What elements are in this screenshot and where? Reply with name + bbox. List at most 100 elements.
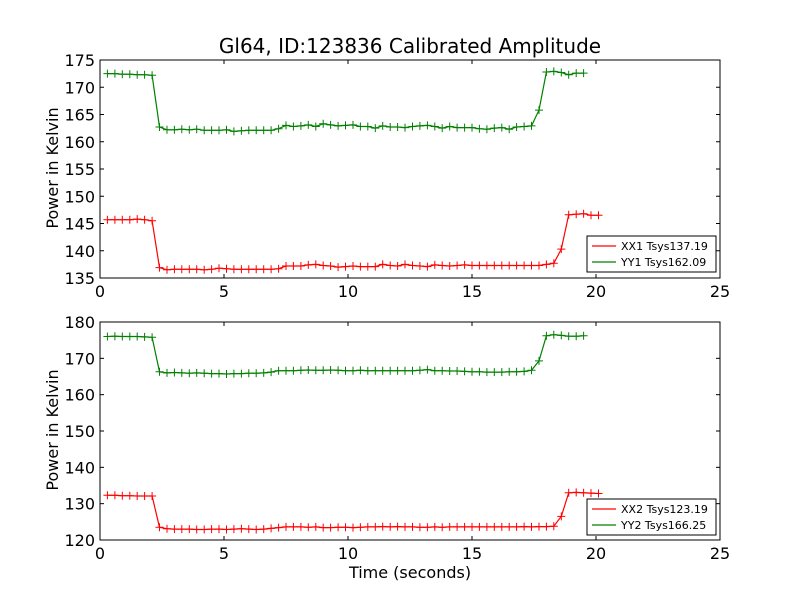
bottom-point-yy2-54 — [505, 367, 514, 376]
top-point-xx1-60 — [549, 259, 558, 268]
bottom-x-tick-label-3: 15 — [462, 544, 482, 563]
top-point-yy1-40 — [401, 123, 409, 132]
top-point-xx1-6 — [148, 216, 157, 225]
top-y-tick-label-8: 175 — [64, 51, 95, 70]
top-point-xx1-31 — [334, 263, 343, 272]
bottom-point-yy2-34 — [356, 366, 365, 375]
bottom-point-yy2-39 — [393, 366, 402, 375]
top-point-xx1-9 — [170, 265, 179, 274]
bottom-point-yy2-21 — [259, 368, 268, 377]
top-point-yy1-46 — [445, 122, 454, 131]
top-point-yy1-7 — [155, 123, 164, 131]
top-y-tick-label-6: 165 — [64, 106, 95, 125]
bottom-point-yy2-20 — [252, 369, 261, 378]
top-point-yy1-34 — [356, 122, 365, 131]
bottom-point-yy2-27 — [304, 366, 313, 374]
top-point-xx1-11 — [185, 265, 194, 274]
bottom-x-tick-label-5: 25 — [710, 544, 730, 563]
top-y-tick-label-5: 160 — [64, 133, 95, 152]
top-point-yy1-38 — [386, 123, 395, 131]
top-point-xx1-65 — [587, 211, 595, 220]
bottom-point-yy2-22 — [267, 368, 276, 377]
top-point-xx1-63 — [572, 210, 581, 219]
top-point-xx1-35 — [363, 262, 372, 271]
top-y-tick-label-7: 170 — [64, 78, 95, 97]
top-point-yy1-4 — [133, 70, 142, 79]
bottom-point-yy2-52 — [490, 368, 499, 377]
top-point-xx1-3 — [125, 215, 134, 224]
top-point-xx1-15 — [215, 264, 223, 273]
bottom-point-yy2-37 — [378, 366, 387, 375]
bottom-point-xx2-65 — [587, 489, 595, 498]
bottom-point-xx2-62 — [564, 488, 573, 497]
top-point-yy1-49 — [468, 123, 476, 132]
bottom-point-yy2-8 — [163, 368, 171, 377]
top-point-xx1-7 — [155, 263, 164, 272]
bottom-point-yy2-32 — [341, 366, 350, 375]
top-point-xx1-8 — [163, 265, 171, 274]
top-point-yy1-61 — [557, 68, 566, 77]
top-point-yy1-2 — [118, 70, 127, 79]
top-point-yy1-14 — [207, 126, 216, 135]
bottom-point-xx2-39 — [393, 522, 402, 531]
top-point-xx1-26 — [296, 262, 305, 270]
top-subplot: Power in Kelvin 0 5 10 15 20 25 135 140 145 150 15… — [43, 51, 730, 301]
top-point-yy1-13 — [200, 126, 209, 135]
top-point-yy1-60 — [549, 67, 558, 76]
top-point-yy1-0 — [103, 69, 112, 78]
top-point-xx1-0 — [103, 215, 112, 224]
top-point-yy1-62 — [564, 70, 573, 79]
top-point-yy1-41 — [408, 122, 417, 131]
top-point-xx1-14 — [207, 265, 216, 274]
bottom-point-xx2-23 — [274, 523, 283, 532]
bottom-point-xx2-24 — [282, 522, 290, 531]
bottom-point-yy2-7 — [155, 367, 164, 376]
bottom-point-xx2-8 — [163, 524, 171, 533]
top-point-xx1-36 — [371, 262, 380, 271]
top-legend-label-yy1: YY1 Tsys162.09 — [620, 256, 706, 269]
top-point-xx1-18 — [237, 265, 246, 274]
bottom-legend: XX2 Tsys123.19 YY2 Tsys166.25 — [586, 498, 717, 536]
top-point-xx1-1 — [110, 215, 119, 224]
bottom-point-xx2-30 — [326, 523, 335, 532]
top-point-xx1-29 — [319, 261, 328, 270]
bottom-point-yy2-4 — [133, 332, 142, 341]
top-x-tick-label-4: 20 — [586, 282, 606, 301]
bottom-point-xx2-5 — [140, 492, 149, 500]
bottom-point-yy2-48 — [460, 367, 469, 376]
bottom-point-yy2-13 — [200, 369, 209, 378]
bottom-point-xx2-44 — [430, 522, 439, 531]
top-point-yy1-44 — [430, 122, 439, 131]
top-point-xx1-24 — [282, 262, 290, 270]
top-x-tick-label-3: 15 — [462, 282, 482, 301]
bottom-legend-box — [586, 498, 717, 536]
bottom-point-yy2-49 — [468, 367, 476, 376]
bottom-y-tick-label-5: 170 — [64, 349, 95, 368]
bottom-point-xx2-57 — [527, 522, 536, 531]
bottom-point-xx2-29 — [319, 523, 328, 532]
bottom-point-yy2-36 — [371, 366, 380, 375]
top-point-xx1-57 — [527, 261, 536, 270]
top-point-yy1-9 — [170, 125, 179, 134]
bottom-y-tick-label-3: 150 — [64, 422, 95, 441]
bottom-point-xx2-47 — [453, 522, 462, 531]
bottom-point-xx2-50 — [475, 522, 484, 531]
top-point-yy1-17 — [229, 127, 238, 136]
bottom-point-yy2-46 — [445, 367, 454, 375]
top-y-axis-label: Power in Kelvin — [43, 107, 62, 228]
top-point-xx1-47 — [453, 261, 462, 270]
bottom-point-yy2-17 — [229, 369, 238, 378]
top-point-yy1-29 — [319, 119, 328, 128]
bottom-point-xx2-25 — [289, 522, 298, 531]
top-point-yy1-1 — [110, 69, 119, 78]
top-point-xx1-22 — [267, 265, 276, 274]
bottom-x-tick-label-1: 5 — [219, 544, 229, 563]
bottom-point-xx2-16 — [222, 525, 231, 534]
top-point-yy1-21 — [259, 126, 268, 135]
top-point-xx1-50 — [475, 261, 484, 270]
top-point-xx1-62 — [564, 210, 573, 219]
top-point-yy1-37 — [378, 121, 387, 130]
top-point-yy1-24 — [282, 121, 290, 130]
bottom-point-yy2-12 — [192, 368, 201, 377]
